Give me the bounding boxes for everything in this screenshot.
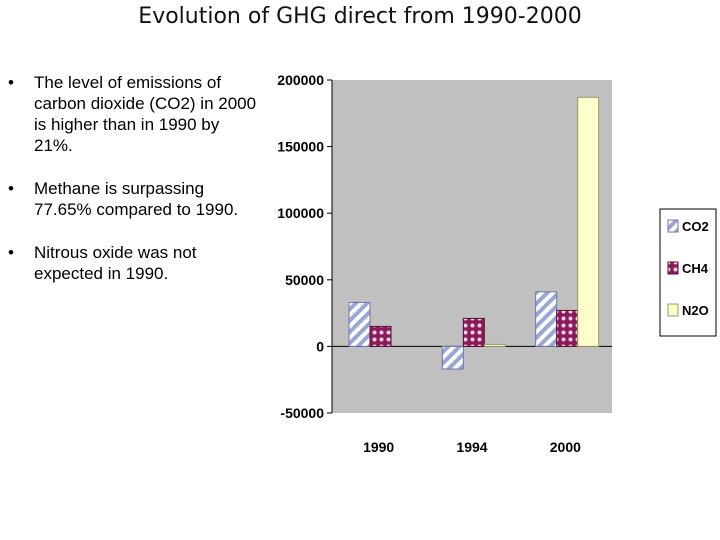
bullet-item: • Methane is surpassing 77.65% compared … (8, 178, 258, 220)
plot-area (332, 80, 612, 413)
bar-n2o-2000 (577, 96, 600, 347)
bullet-marker: • (8, 243, 14, 262)
bullet-text: Methane is surpassing 77.65% compared to… (34, 179, 239, 219)
bar-ch4-1990 (369, 325, 392, 347)
legend-swatch-n2o (667, 303, 679, 317)
bullet-item: • The level of emissions of carbon dioxi… (8, 72, 258, 156)
bullet-text: Nitrous oxide was not expected in 1990. (34, 243, 197, 283)
legend-label-co2: CO2 (682, 219, 709, 234)
legend-label-ch4: CH4 (682, 261, 709, 276)
y-tick-label: 100000 (277, 205, 324, 221)
bullet-item: • Nitrous oxide was not expected in 1990… (8, 242, 258, 284)
slide-title: Evolution of GHG direct from 1990-2000 (138, 4, 582, 29)
bar-ch4-1994 (462, 317, 485, 347)
bar-n2o-1994 (483, 343, 506, 347)
y-tick-label: 0 (316, 338, 324, 354)
y-tick-label: -50000 (280, 405, 324, 421)
bar-co2-1994 (441, 345, 464, 370)
legend-swatch-ch4 (667, 261, 679, 275)
x-tick-label: 1990 (363, 439, 394, 455)
bar-co2-2000 (535, 291, 558, 347)
legend-label-n2o: N2O (682, 303, 709, 318)
x-tick-label: 1994 (456, 439, 487, 455)
bullet-list: • The level of emissions of carbon dioxi… (8, 72, 258, 284)
bullet-text: The level of emissions of carbon dioxide… (34, 73, 257, 155)
bullet-marker: • (8, 179, 14, 198)
bar-ch4-2000 (556, 309, 579, 347)
bullet-marker: • (8, 73, 14, 92)
x-tick-label: 2000 (550, 439, 581, 455)
y-tick-label: 200000 (277, 72, 324, 88)
legend-swatch-co2 (667, 219, 679, 233)
y-tick-label: 50000 (285, 272, 324, 288)
y-tick-label: 150000 (277, 139, 324, 155)
bar-co2-1990 (348, 301, 371, 347)
